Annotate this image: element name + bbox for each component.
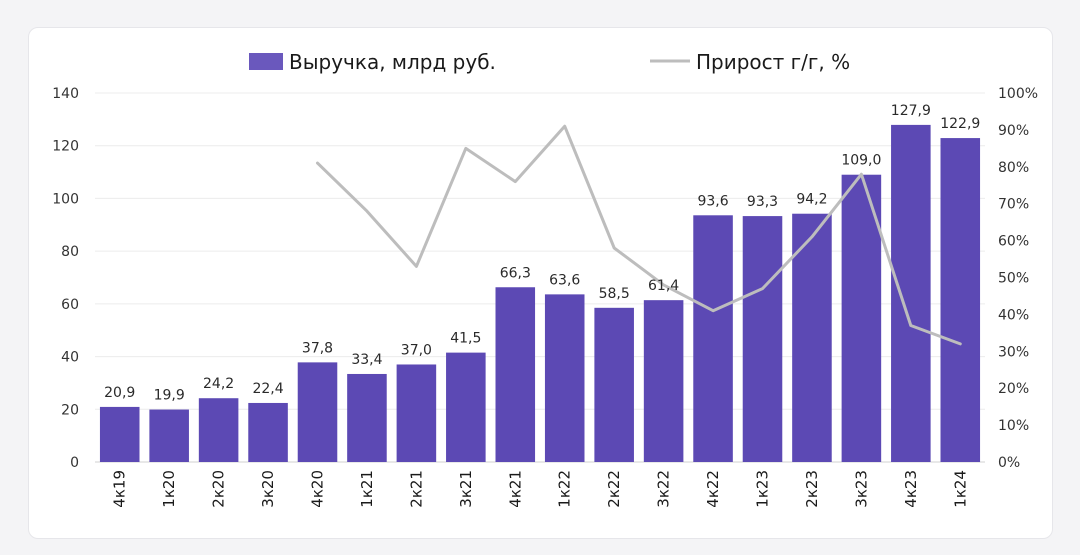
bar-value-label: 22,4 [252, 381, 283, 397]
revenue-bar [742, 216, 783, 462]
growth-line [316, 124, 962, 346]
y-left-tick-label: 40 [61, 350, 79, 366]
revenue-bar [198, 398, 239, 462]
bar-value-label: 94,2 [796, 192, 827, 208]
revenue-bar [347, 373, 387, 462]
bar-value-label: 61,4 [648, 278, 679, 294]
revenue-bar [693, 215, 733, 462]
revenue-bar [544, 294, 585, 462]
revenue-bar [594, 307, 634, 462]
x-axis-labels: 4к19 1к20 2к20 3к20 4к20 1к21 2к21 3к21 4к21 1к22… [111, 470, 970, 508]
x-tick-label: 1к21 [358, 470, 376, 508]
y-right-tick-label: 70% [998, 197, 1029, 213]
y-right-tick-label: 20% [998, 381, 1029, 397]
revenue-bar [297, 362, 338, 462]
gridlines [95, 92, 985, 463]
y-axis-right-labels: 0% 10% 20% 30% 40% 50% 60% 70% 80% 90% 100% [998, 86, 1038, 471]
bar-value-label: 37,0 [401, 342, 432, 358]
revenue-bar [248, 402, 288, 462]
bar-value-label: 19,9 [154, 388, 185, 404]
y-right-tick-label: 90% [998, 123, 1029, 139]
x-tick-label: 4к21 [506, 470, 524, 508]
y-right-tick-label: 80% [998, 160, 1029, 176]
x-tick-label: 1к20 [160, 470, 178, 508]
y-left-tick-label: 80 [61, 244, 79, 260]
bar-value-label: 37,8 [302, 340, 333, 356]
x-tick-label: 2к21 [407, 470, 425, 508]
x-tick-label: 1к23 [754, 470, 772, 508]
bar-value-label: 41,5 [450, 331, 481, 347]
y-left-tick-label: 60 [61, 297, 79, 313]
x-tick-label: 3к23 [852, 470, 870, 508]
x-tick-label: 2к20 [210, 470, 228, 508]
x-tick-label: 4к20 [309, 470, 327, 508]
x-tick-label: 3к21 [457, 470, 475, 508]
legend-bar-label: Выручка, млрд руб. [289, 50, 496, 74]
revenue-bars [99, 124, 981, 462]
bar-value-label: 33,4 [351, 352, 382, 368]
bar-value-labels: 20,9 19,9 24,2 22,4 37,8 33,4 37,0 41,5 66,3 63,6… [104, 103, 980, 404]
y-left-tick-label: 20 [61, 402, 79, 418]
revenue-bar [792, 213, 832, 462]
x-tick-label: 1к24 [951, 470, 969, 508]
y-left-tick-label: 0 [70, 455, 79, 471]
x-tick-label: 3к22 [655, 470, 673, 508]
y-axis-left-labels: 0 20 40 60 80 100 120 140 [52, 86, 79, 471]
y-right-tick-label: 0% [998, 455, 1020, 471]
revenue-bar [495, 287, 536, 462]
x-tick-label: 1к22 [556, 470, 574, 508]
bar-value-label: 63,6 [549, 272, 580, 288]
revenue-bar [149, 409, 189, 462]
x-tick-label: 4к19 [111, 470, 129, 508]
bar-value-label: 122,9 [940, 116, 980, 132]
bar-value-label: 20,9 [104, 385, 135, 401]
x-tick-label: 4к22 [704, 470, 722, 508]
bar-value-label: 127,9 [891, 103, 931, 119]
revenue-bar [99, 406, 140, 462]
bar-value-label: 109,0 [841, 153, 881, 169]
y-left-tick-label: 120 [52, 139, 79, 155]
bar-value-label: 58,5 [599, 286, 630, 302]
y-left-tick-label: 140 [52, 86, 79, 102]
legend-line-label: Прирост г/г, % [696, 50, 850, 74]
y-left-tick-label: 100 [52, 191, 79, 207]
x-tick-label: 4к23 [902, 470, 920, 508]
growth-line-path [316, 124, 962, 346]
y-right-tick-label: 50% [998, 271, 1029, 287]
revenue-bar [446, 352, 486, 462]
revenue-bar [891, 124, 931, 462]
y-right-tick-label: 100% [998, 86, 1038, 102]
bar-value-label: 24,2 [203, 376, 234, 392]
bar-value-label: 93,6 [697, 193, 728, 209]
revenue-bar [643, 300, 684, 462]
revenue-bar [396, 364, 437, 462]
x-tick-label: 2к22 [605, 470, 623, 508]
y-right-tick-label: 10% [998, 418, 1029, 434]
bar-value-label: 93,3 [747, 194, 778, 210]
revenue-bar [940, 138, 981, 462]
x-tick-label: 3к20 [259, 470, 277, 508]
y-right-tick-label: 40% [998, 307, 1029, 323]
y-right-tick-label: 30% [998, 344, 1029, 360]
legend: Выручка, млрд руб. Прирост г/г, % [249, 50, 850, 74]
y-right-tick-label: 60% [998, 234, 1029, 250]
revenue-bar [841, 174, 882, 462]
legend-bar-swatch [249, 53, 283, 70]
bar-value-label: 66,3 [500, 265, 531, 281]
x-tick-label: 2к23 [803, 470, 821, 508]
